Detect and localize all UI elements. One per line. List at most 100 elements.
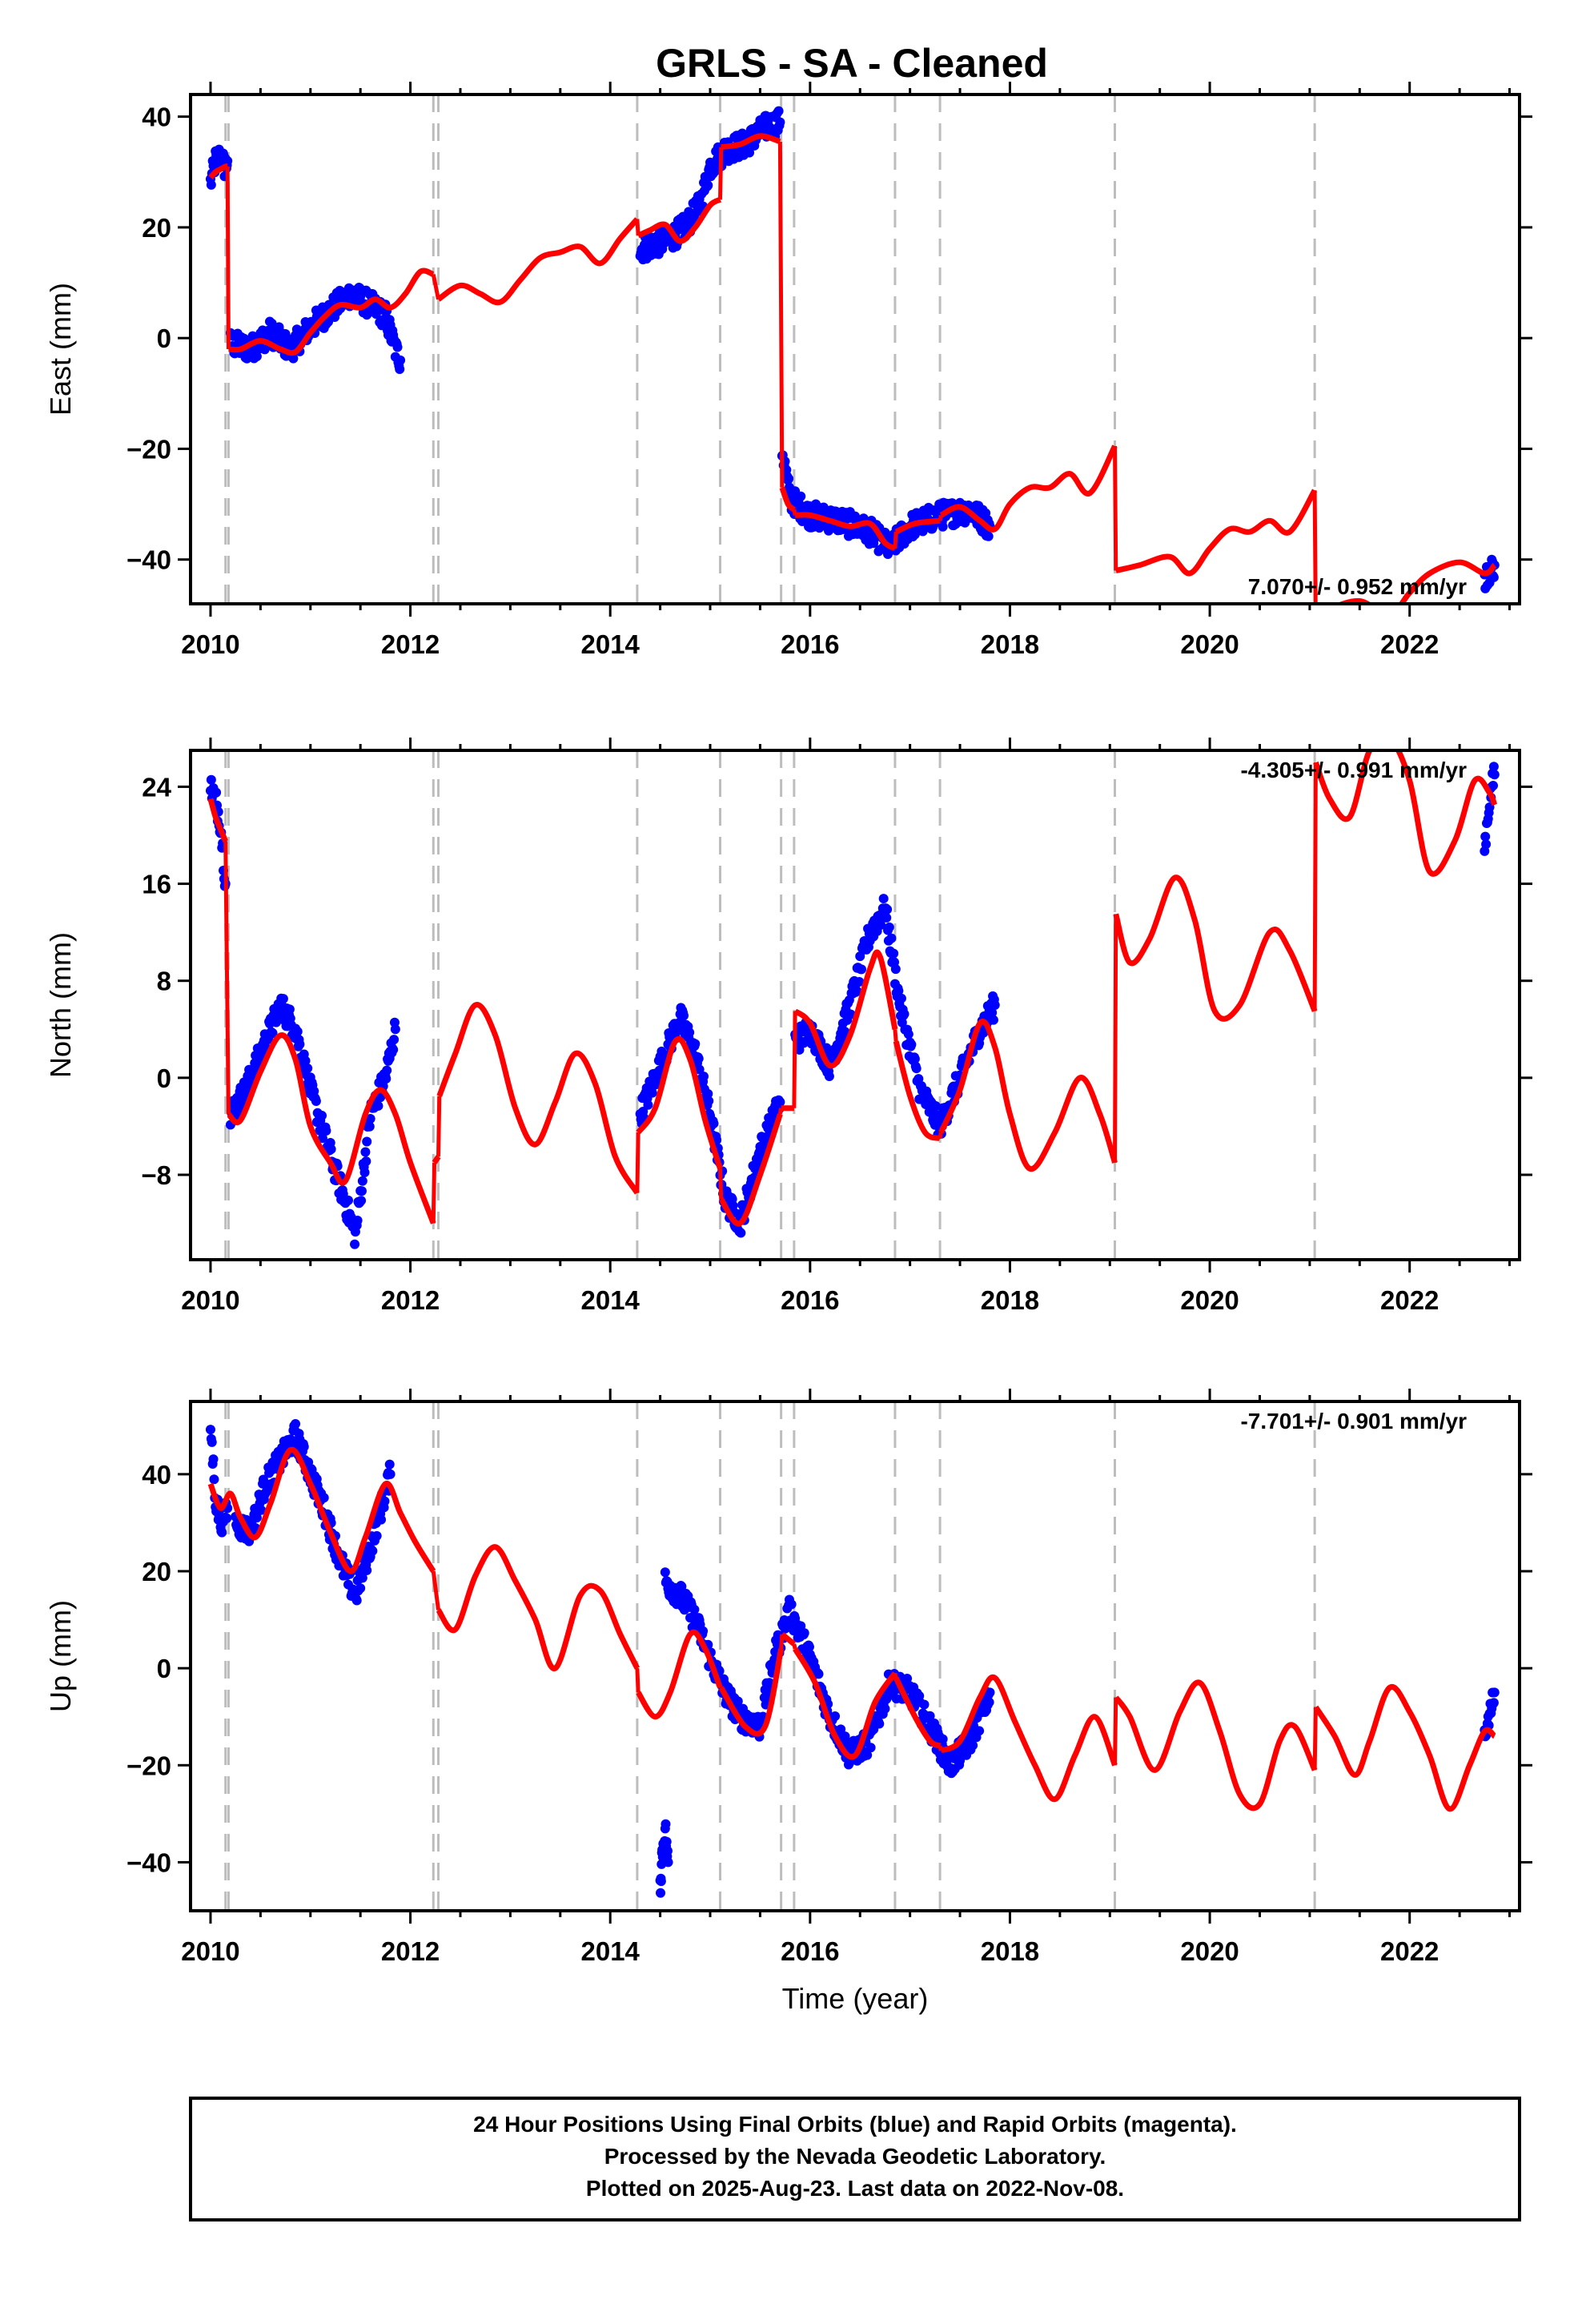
up-xtick-label: 2014 [580, 1936, 640, 1966]
north-obs-point [206, 774, 216, 785]
east-obs-point [775, 117, 785, 127]
up-obs-point [799, 1628, 809, 1638]
east-model-segment [208, 163, 229, 180]
north-model-offset [938, 1132, 943, 1139]
up-obs-point [689, 1604, 700, 1614]
east-model-offset [893, 531, 898, 549]
east-rate-label: 7.070+/- 0.952 mm/yr [1248, 574, 1467, 599]
north-obs-point [211, 787, 222, 798]
east-obs-point [1488, 572, 1499, 582]
north-model-segment [207, 798, 228, 842]
up-obs-point [830, 1711, 841, 1722]
up-model-offset [893, 1672, 898, 1679]
east-model-segment [436, 217, 640, 306]
up-obs-point [786, 1599, 797, 1610]
east-model-segment [1114, 489, 1318, 577]
north-obs-point [909, 1054, 920, 1064]
north-obs-point [317, 1133, 327, 1144]
north-obs-point [1488, 781, 1499, 791]
footer-line-orbits: 24 Hour Positions Using Final Orbits (bl… [473, 2112, 1237, 2137]
north-obs-point [704, 1096, 714, 1106]
north-obs-point [911, 1063, 921, 1074]
north-plot-area [205, 750, 1500, 1260]
north-obs-point [889, 948, 899, 959]
north-obs-point [356, 1186, 367, 1196]
north-obs-point [881, 912, 892, 923]
north-obs-point [357, 1176, 367, 1186]
north-model-offset [1113, 914, 1118, 1163]
up-obs-point [379, 1496, 390, 1506]
east-obs-point [773, 106, 784, 116]
north-model-offset [431, 1162, 437, 1224]
north-obs-point [693, 1053, 704, 1063]
north-model-segment [938, 1019, 1118, 1172]
east-ytick-label: 20 [142, 213, 171, 243]
up-ytick-label: 40 [142, 1460, 171, 1490]
east-obs-point [223, 155, 233, 166]
up-obs-point [299, 1441, 309, 1452]
north-obs-point [990, 1000, 1000, 1010]
up-xtick-label: 2012 [381, 1936, 440, 1966]
north-obs-point [884, 922, 894, 932]
north-ylabel: North (mm) [44, 932, 77, 1078]
up-obs-point [209, 1474, 219, 1485]
north-obs-point [698, 1072, 709, 1082]
east-obs-point [796, 491, 806, 501]
up-obs-point [256, 1505, 267, 1515]
up-model [207, 1447, 1497, 1812]
up-obs-point [662, 1846, 673, 1856]
north-obs-point [690, 1039, 701, 1049]
east-xtick-label: 2018 [981, 629, 1039, 659]
north-obs-point [278, 994, 288, 1004]
up-obs-point [385, 1469, 396, 1479]
up-xtick-label: 2016 [781, 1936, 839, 1966]
east-obs-point [784, 473, 794, 484]
up-ytick-label: 0 [157, 1654, 171, 1683]
north-model-offset [635, 1132, 640, 1193]
east-model-offset [1113, 445, 1118, 571]
up-obs-point [919, 1699, 930, 1710]
north-panel: −8 0 8 16 24 2010 2012 2014 2016 2018 2020 2022 Nort… [44, 738, 1532, 1315]
east-obs-point [794, 499, 805, 509]
north-obs-point [703, 1088, 713, 1099]
up-obs-point [955, 1755, 966, 1766]
up-model-offset [635, 1668, 640, 1693]
north-obs-point [361, 1156, 371, 1167]
north-obs-point [647, 1088, 657, 1098]
up-model-segment [939, 1674, 1118, 1803]
north-obs-point [906, 1039, 917, 1050]
north-model-segment [1113, 875, 1318, 1022]
east-panel: −40 −20 0 20 40 2010 2012 2014 2016 2018 2020 2022 E… [44, 82, 1532, 659]
north-obs-point [824, 1071, 834, 1081]
north-obs-point [886, 933, 897, 943]
north-obs-point [709, 1118, 719, 1128]
north-obs-point [893, 986, 904, 996]
up-obs-point [251, 1513, 262, 1523]
north-obs-point [321, 1125, 331, 1136]
north-model-segment [793, 949, 898, 1069]
up-obs-point [656, 1888, 666, 1898]
up-obs-point [865, 1743, 876, 1753]
north-obs-point [388, 1044, 399, 1055]
up-obs-point [205, 1425, 215, 1435]
east-model-segment [894, 517, 941, 535]
up-obs-point [862, 1750, 873, 1760]
up-ytick-label: −20 [126, 1751, 171, 1780]
east-model-offset [792, 509, 797, 516]
up-obs-point [208, 1454, 219, 1465]
up-obs-point [813, 1669, 824, 1679]
east-model-segment [795, 512, 897, 552]
east-ylabel: East (mm) [44, 283, 77, 416]
up-obs-point [880, 1703, 890, 1714]
up-obs-point [384, 1459, 395, 1470]
north-obs-point [685, 1027, 695, 1038]
up-model-segment [1313, 1683, 1497, 1812]
north-model-segment [436, 1002, 640, 1195]
north-obs-point [899, 1009, 909, 1019]
north-obs-point [389, 1035, 400, 1045]
north-model-segment [718, 1113, 783, 1227]
east-model-segment [228, 267, 435, 356]
north-obs-point [845, 1009, 856, 1019]
up-panel: −40 −20 0 20 40 2010 2012 2014 2016 2018 2020 2022 U… [44, 1389, 1532, 2015]
up-obs-point [984, 1697, 994, 1707]
